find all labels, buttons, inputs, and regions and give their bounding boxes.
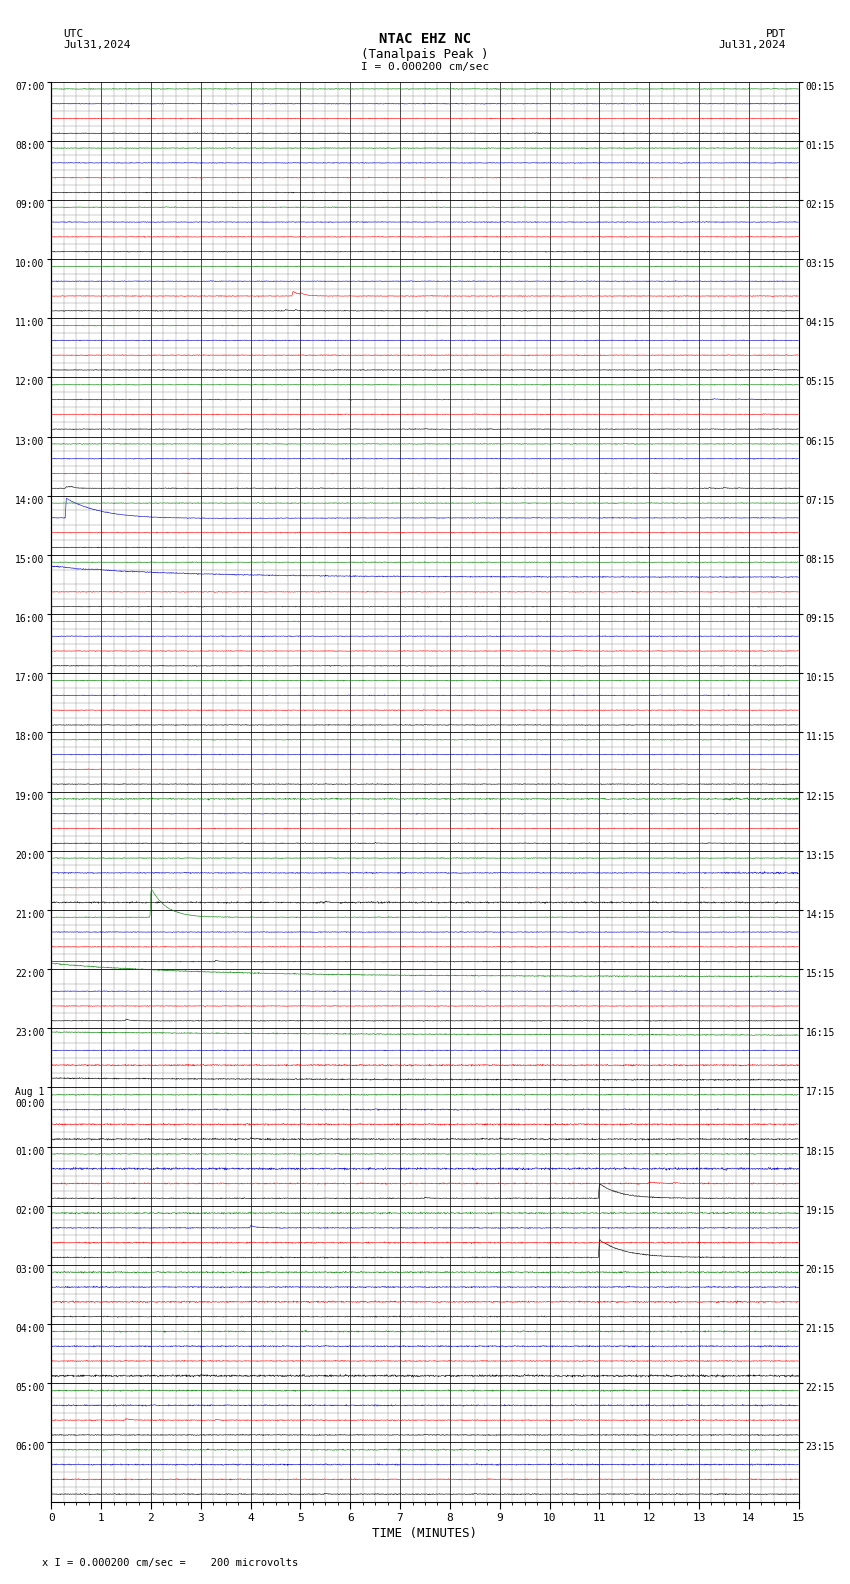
Text: x I = 0.000200 cm/sec =    200 microvolts: x I = 0.000200 cm/sec = 200 microvolts [42,1559,298,1568]
Text: I = 0.000200 cm/sec: I = 0.000200 cm/sec [361,62,489,71]
Text: UTC: UTC [64,29,84,38]
Text: Jul31,2024: Jul31,2024 [64,40,131,49]
Text: PDT: PDT [766,29,786,38]
Text: NTAC EHZ NC: NTAC EHZ NC [379,32,471,46]
Text: (Tanalpais Peak ): (Tanalpais Peak ) [361,48,489,60]
X-axis label: TIME (MINUTES): TIME (MINUTES) [372,1527,478,1541]
Text: Jul31,2024: Jul31,2024 [719,40,786,49]
